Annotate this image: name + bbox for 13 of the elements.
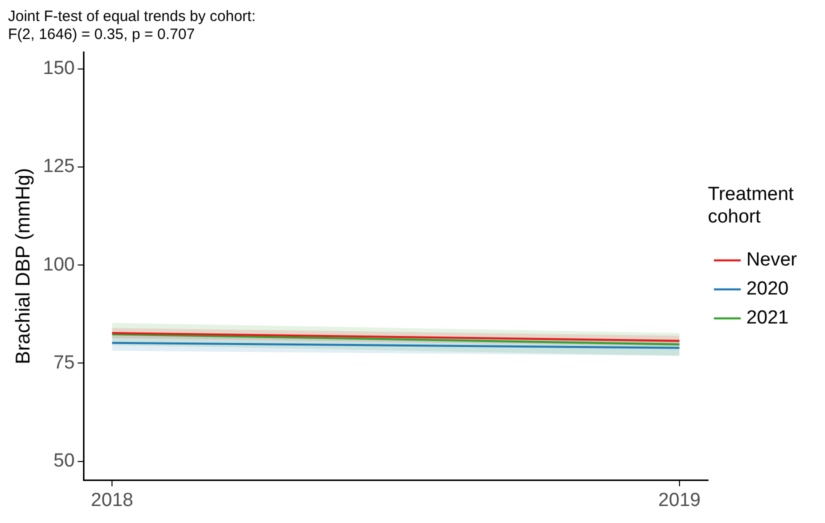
x-tick-label: 2019 <box>658 490 701 511</box>
chart-title: Joint F-test of equal trends by cohort: F(2, 1646) = 0.35, p = 0.707 <box>8 8 256 44</box>
y-tick-label: 75 <box>54 352 75 374</box>
legend-label: 2021 <box>746 308 789 329</box>
x-tick-label: 2018 <box>90 490 134 511</box>
legend-title: Treatment cohort <box>708 184 794 228</box>
y-tick-label: 150 <box>43 58 75 80</box>
y-tick-label: 100 <box>43 254 75 276</box>
legend-label: Never <box>746 250 798 271</box>
y-tick-label: 50 <box>54 450 75 472</box>
y-tick-label: 125 <box>43 156 75 178</box>
legend-label: 2020 <box>746 278 789 300</box>
y-axis-title: Brachial DBP (mmHg) <box>12 168 35 364</box>
